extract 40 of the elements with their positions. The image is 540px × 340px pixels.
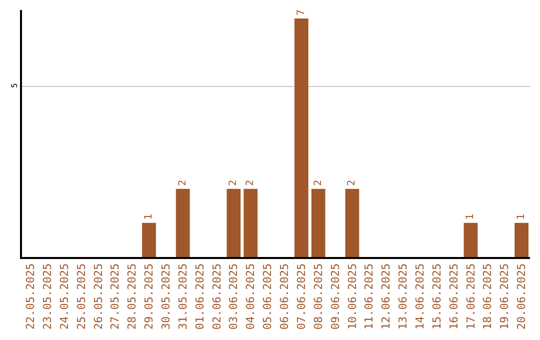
x-tick-label: 30.05.2025	[160, 263, 173, 330]
x-tick-label: 26.05.2025	[92, 263, 105, 330]
x-tick-label: 28.05.2025	[126, 263, 139, 330]
x-tick-label: 11.06.2025	[362, 263, 376, 330]
data-label: 2	[245, 180, 256, 186]
x-tick-label: 12.06.2025	[380, 263, 393, 330]
x-tick-label: 06.06.2025	[278, 263, 292, 330]
x-tick-label: 03.06.2025	[227, 263, 240, 330]
x-tick-label: 13.06.2025	[396, 263, 410, 330]
data-label: 1	[465, 214, 476, 220]
x-tick-label: 27.05.2025	[108, 263, 122, 330]
x-tick-label: 08.06.2025	[312, 263, 325, 330]
x-tick-label: 14.06.2025	[414, 263, 427, 330]
x-tick-label: 31.05.2025	[176, 263, 190, 330]
x-tick-label: 18.06.2025	[481, 263, 494, 330]
x-tick-label: 07.06.2025	[294, 263, 308, 330]
x-tick-label: 24.05.2025	[58, 263, 71, 330]
x-tick-label: 05.06.2025	[261, 263, 274, 330]
x-tick-label: 25.05.2025	[74, 263, 88, 330]
x-tick-label: 22.05.2025	[24, 263, 38, 330]
data-label: 2	[312, 180, 324, 186]
x-tick-label: 15.06.2025	[430, 263, 444, 330]
x-tick-label: 17.06.2025	[464, 263, 478, 330]
y-tick-label: 5	[10, 82, 19, 88]
x-tick-label: 02.06.2025	[210, 263, 224, 330]
data-label: 2	[228, 180, 240, 186]
x-tick-label: 19.06.2025	[498, 263, 512, 330]
x-tick-label: 20.06.2025	[515, 263, 528, 330]
x-tick-label: 29.05.2025	[142, 263, 156, 330]
x-tick-label: 09.06.2025	[328, 263, 342, 330]
x-tick-label: 16.06.2025	[447, 263, 460, 330]
data-label: 2	[177, 180, 188, 186]
x-tick-label: 23.05.2025	[40, 263, 54, 330]
data-label: 2	[346, 180, 358, 186]
x-tick-label: 10.06.2025	[346, 263, 359, 330]
x-tick-label: 04.06.2025	[244, 263, 258, 330]
data-label: 1	[516, 214, 528, 220]
data-label: 7	[296, 9, 307, 16]
x-tick-label: 01.06.2025	[193, 263, 206, 330]
data-label: 1	[144, 214, 154, 220]
